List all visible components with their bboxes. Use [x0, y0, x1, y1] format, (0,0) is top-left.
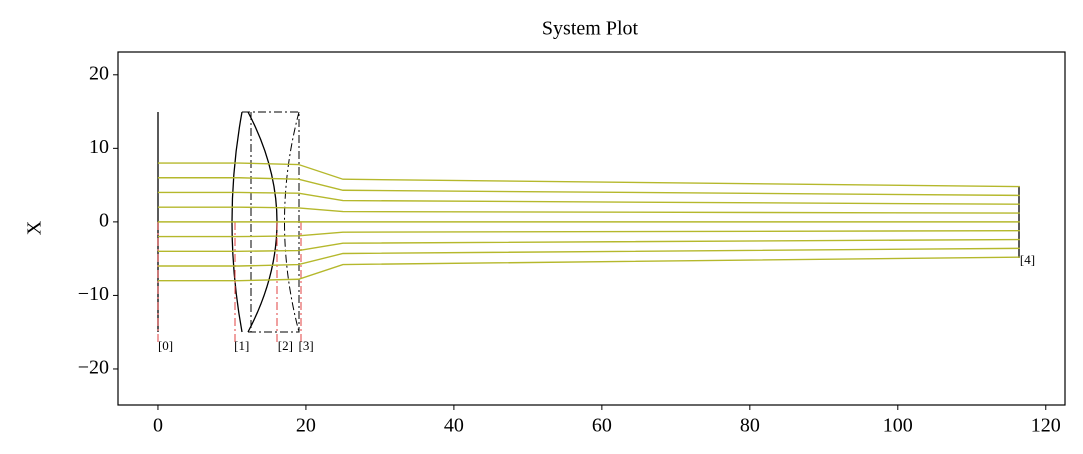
y-tick-label: −20	[78, 357, 109, 379]
ray	[157, 206, 1020, 214]
surface-label: [1]	[234, 338, 249, 353]
ray	[157, 191, 1020, 205]
surface-label: [2]	[278, 338, 293, 353]
y-tick-label: 20	[89, 62, 109, 84]
y-tick-label: −10	[78, 283, 109, 305]
ray	[157, 162, 1020, 188]
x-tick-label: 40	[444, 415, 464, 437]
plot-frame	[117, 51, 1066, 406]
surface-label: [0]	[158, 338, 173, 353]
x-tick-label: 100	[883, 415, 913, 437]
x-tick-label: 60	[592, 415, 612, 437]
surface-label: [3]	[299, 338, 314, 353]
ray	[157, 238, 1020, 252]
y-tick-label: 0	[99, 209, 109, 231]
ray	[157, 177, 1020, 197]
x-tick-label: 20	[296, 415, 316, 437]
ray	[157, 230, 1020, 238]
y-tick-label: 10	[89, 136, 109, 158]
x-tick-label: 0	[153, 415, 163, 437]
x-tick-label: 120	[1031, 415, 1061, 437]
lens-layout	[157, 111, 1020, 345]
surface	[284, 111, 300, 333]
y-axis-label: X	[24, 220, 46, 235]
ray	[157, 247, 1020, 267]
chart-title: System Plot	[542, 18, 639, 40]
surface-label: [4]	[1020, 252, 1035, 267]
ray	[157, 256, 1020, 282]
x-tick-label: 80	[740, 415, 760, 437]
